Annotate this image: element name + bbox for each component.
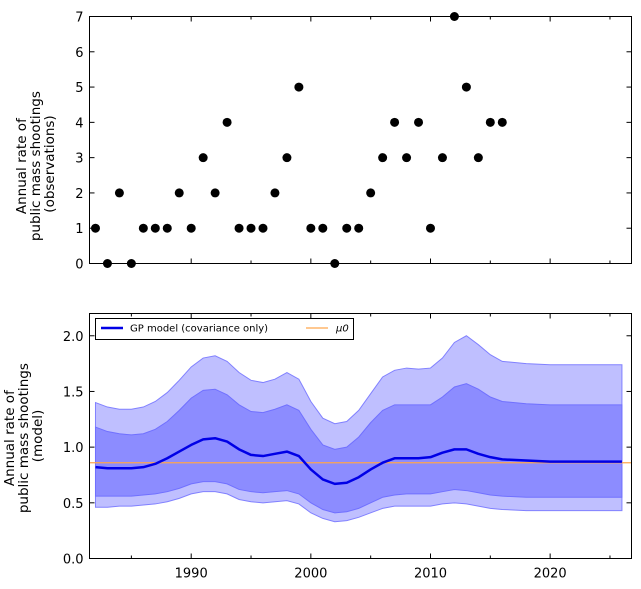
observation-point-2000 xyxy=(306,223,316,233)
observations-ytick-label-4: 4 xyxy=(75,116,83,131)
observation-point-2005 xyxy=(366,188,376,198)
observation-point-1982 xyxy=(90,223,100,233)
observation-point-1986 xyxy=(138,223,148,233)
legend-label-mu0: μ0 xyxy=(335,324,349,335)
observation-point-2010 xyxy=(425,223,435,233)
observation-point-1992 xyxy=(210,188,220,198)
model-ylabel-line-3: (model) xyxy=(30,410,46,463)
observation-point-2009 xyxy=(414,117,424,127)
observations-ytick-label-6: 6 xyxy=(75,46,83,61)
model-y-ticks: 0.0 0.5 1.0 1.5 2.0 xyxy=(63,330,632,568)
model-ytick-label-2: 2.0 xyxy=(63,330,84,345)
model-ylabel: Annual rate of public mass shootings (mo… xyxy=(2,359,46,513)
observations-ylabel-line-2: public mass shootings xyxy=(28,91,44,241)
observations-ytick-label-5: 5 xyxy=(75,81,83,96)
model-xtick-label-1990: 1990 xyxy=(175,567,208,582)
observation-point-2014 xyxy=(473,153,483,163)
observations-ylabel: Annual rate of public mass shootings (ob… xyxy=(14,87,58,241)
observation-point-2004 xyxy=(354,223,364,233)
observation-point-1984 xyxy=(114,188,124,198)
observation-point-2016 xyxy=(497,117,507,127)
model-axes-frame xyxy=(89,313,632,559)
model-xtick-label-2020: 2020 xyxy=(534,567,567,582)
observations-ytick-label-2: 2 xyxy=(75,187,83,202)
observations-ytick-label-1: 1 xyxy=(75,222,83,237)
observation-point-1998 xyxy=(282,153,292,163)
observations-ylabel-line-1: Annual rate of xyxy=(14,117,30,214)
model-xtick-label-2000: 2000 xyxy=(294,567,327,582)
observations-ytick-label-3: 3 xyxy=(75,152,83,167)
observation-point-1987 xyxy=(150,223,160,233)
observation-point-2011 xyxy=(437,153,447,163)
observation-point-1993 xyxy=(222,117,232,127)
legend-box xyxy=(95,318,354,340)
observation-point-2006 xyxy=(378,153,388,163)
legend-label-gp-model: GP model (covariance only) xyxy=(130,324,268,335)
model-x-ticks: 1990 2000 2010 2020 xyxy=(130,313,611,582)
observation-point-1999 xyxy=(294,82,304,92)
model-ylabel-line-2: public mass shootings xyxy=(16,363,32,513)
observation-point-1990 xyxy=(186,223,196,233)
model-ytick-label-1: 1.0 xyxy=(63,441,84,456)
gp-model-mean-line xyxy=(95,436,622,486)
model-ytick-label-0: 0.0 xyxy=(63,553,84,568)
model-ytick-label-1-5: 1.5 xyxy=(63,385,84,400)
model-ytick-label-0-5: 0.5 xyxy=(63,497,84,512)
observation-point-1995 xyxy=(246,223,256,233)
model-xtick-label-2010: 2010 xyxy=(414,567,447,582)
observation-point-2015 xyxy=(485,117,495,127)
observation-point-2007 xyxy=(390,117,400,127)
observation-point-2008 xyxy=(402,153,412,163)
observations-ytick-label-0: 0 xyxy=(75,258,83,273)
observation-point-1997 xyxy=(270,188,280,198)
observation-point-1994 xyxy=(234,223,244,233)
observation-point-1996 xyxy=(258,223,268,233)
observation-point-1988 xyxy=(162,223,172,233)
observation-point-2003 xyxy=(342,223,352,233)
model-panel: Annual rate of public mass shootings (mo… xyxy=(2,313,632,582)
observations-axes-frame xyxy=(89,16,632,264)
inner-uncertainty-band xyxy=(94,383,623,514)
observation-point-1989 xyxy=(174,188,184,198)
observation-point-2013 xyxy=(461,82,471,92)
observations-ytick-label-7: 7 xyxy=(75,11,83,26)
observation-point-2001 xyxy=(318,223,328,233)
model-ylabel-line-1: Annual rate of xyxy=(2,389,18,486)
observation-point-1991 xyxy=(198,153,208,163)
observations-ylabel-line-3: (observations) xyxy=(42,115,58,212)
model-legend: GP model (covariance only) μ0 xyxy=(95,318,354,340)
observations-panel: Annual rate of public mass shootings (ob… xyxy=(14,11,632,273)
